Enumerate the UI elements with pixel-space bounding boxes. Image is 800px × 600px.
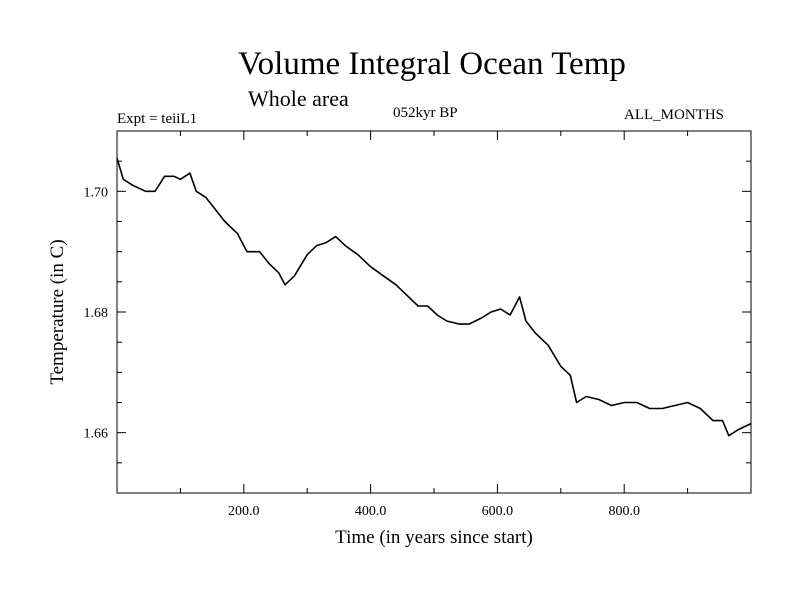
months-label: ALL_MONTHS [624,107,724,123]
series-line [116,157,752,437]
y-tick-label: 1.66 [84,427,109,442]
tick-labels: 200.0 400.0 600.0 800.0 1.66 1.68 1.70 [84,185,640,519]
y-tick-label: 1.68 [84,306,109,321]
experiment-label: Expt = teiiL1 [117,111,198,127]
period-label: 052kyr BP [393,105,458,121]
x-axis-label: Time (in years since start) [335,527,533,548]
x-tick-label: 800.0 [608,504,640,519]
y-axis-label: Temperature (in C) [47,239,68,384]
x-tick-label: 400.0 [355,504,387,519]
x-tick-label: 600.0 [482,504,514,519]
y-tick-label: 1.70 [84,185,109,200]
chart-subtitle: Whole area [248,86,349,111]
x-tick-label: 200.0 [228,504,260,519]
tick-marks [117,131,751,493]
chart-title: Volume Integral Ocean Temp [238,46,626,82]
